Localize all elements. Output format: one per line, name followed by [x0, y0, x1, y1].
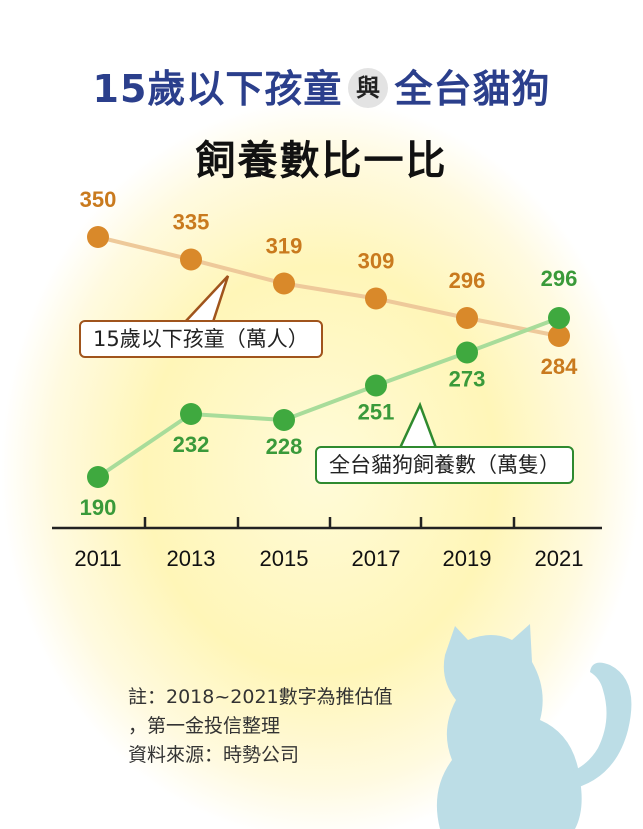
data-label-1: 273: [449, 367, 486, 392]
data-point-1: [365, 374, 387, 397]
data-label-0: 350: [80, 187, 117, 212]
data-label-1: 228: [266, 434, 303, 459]
cat-silhouette-icon: [436, 624, 632, 829]
title-line-2: 飼養數比一比: [195, 138, 448, 184]
footnote: 註：2018~2021數字為推估值 ，第一金投信整理 資料來源：時勢公司: [128, 683, 393, 770]
data-point-1: [180, 403, 202, 425]
data-point-0: [456, 307, 478, 329]
data-label-0: 319: [266, 234, 303, 259]
data-label-1: 251: [358, 400, 395, 425]
data-point-1: [87, 466, 109, 488]
data-label-0: 296: [449, 268, 486, 293]
data-point-0: [548, 325, 570, 347]
data-point-0: [87, 226, 109, 248]
x-tick-label: 2015: [260, 546, 309, 571]
title-connector-badge: 與: [348, 67, 389, 108]
title-line-1: 15歲以下孩童與全台貓狗: [0, 58, 643, 113]
x-tick-label: 2021: [535, 546, 584, 571]
data-point-1: [456, 341, 478, 364]
data-label-0: 284: [541, 354, 578, 379]
series-line-1: [96, 316, 560, 479]
data-label-0: 335: [173, 210, 210, 235]
title-left: 15歲以下孩童: [92, 67, 343, 111]
x-tick-label: 2017: [352, 546, 401, 571]
data-point-1: [548, 307, 570, 329]
data-label-1: 296: [541, 266, 578, 291]
x-tick-label: 2011: [74, 546, 121, 571]
x-tick-label: 2013: [167, 546, 216, 571]
data-label-0: 309: [358, 249, 395, 274]
title-right: 全台貓狗: [394, 67, 551, 111]
footnote-line-2: ，第一金投信整理: [128, 715, 281, 737]
data-point-0: [365, 287, 387, 310]
footnote-line-1: 註：2018~2021數字為推估值: [128, 686, 393, 708]
series-line-0: [97, 235, 560, 338]
series-label-children: 15歲以下孩童（萬人）: [79, 320, 323, 358]
data-point-0: [273, 272, 295, 295]
data-point-0: [180, 248, 202, 271]
data-label-1: 190: [80, 495, 117, 520]
data-label-1: 232: [173, 432, 210, 457]
x-tick-label: 2019: [443, 546, 492, 571]
series-label-pets: 全台貓狗飼養數（萬隻）: [315, 446, 574, 484]
footnote-source: 資料來源：時勢公司: [128, 744, 300, 766]
data-point-1: [273, 409, 295, 431]
